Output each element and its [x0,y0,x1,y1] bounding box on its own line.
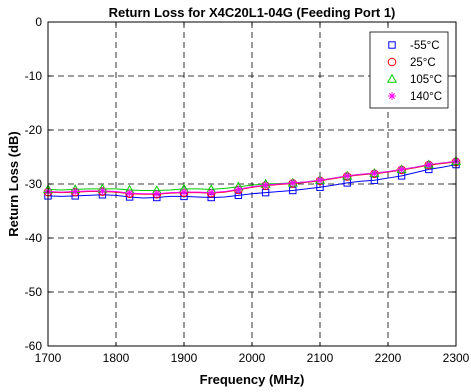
series-4-marker [71,187,79,196]
asterisk-stroke [208,189,215,196]
y-tick-label: -40 [25,231,43,245]
legend-label-4: 140°C [410,91,442,103]
asterisk-stroke [180,189,188,196]
x-tick-label: 2300 [443,351,470,365]
series-4-marker [316,176,324,185]
chart-title: Return Loss for X4C20L1-04G (Feeding Por… [109,5,396,20]
series-4-marker [207,188,215,197]
series-4-marker [370,169,379,177]
series-4-line [47,160,457,195]
asterisk-stroke [126,190,133,197]
series-1-marker [370,176,379,184]
asterisk-stroke [235,186,242,193]
legend-box [369,31,449,109]
series-4-marker [153,189,161,198]
series-4-marker [261,181,270,189]
series-2-line [47,161,457,195]
series-1-marker [343,179,351,187]
legend-label-3: 105°C [410,74,442,86]
series-1-marker [316,183,324,191]
series-4-marker [98,187,107,195]
y-axis-title: Return Loss (dB) [6,131,21,236]
asterisk-stroke [425,161,432,168]
y-tick-label: -10 [25,69,43,83]
asterisk-stroke [72,188,79,195]
tick-layer: 1700 1800 1900 2000 2100 2200 2300 0 -10 -20 -30 -4… [25,15,470,365]
asterisk-stroke [316,177,324,184]
y-tick-label: -60 [25,339,43,353]
legend-marker-4 [388,92,396,100]
asterisk-stroke [262,182,269,189]
x-tick-label: 2000 [239,351,266,365]
legend: -55°C 25°C 105°C 140°C [369,31,449,109]
series-4-marker [234,185,243,194]
asterisk-stroke [388,92,396,100]
x-tick-label: 1900 [171,351,198,365]
series-4-marker [180,188,188,196]
legend-label-2: 25°C [410,57,436,69]
series-4-marker [425,160,433,169]
series-1-line [47,164,457,199]
series-4-marker [343,172,351,180]
asterisk-stroke [153,190,160,197]
asterisk-stroke [398,166,405,173]
legend-label-1: -55°C [410,40,440,52]
x-tick-label: 2100 [307,351,334,365]
legend-marker-2 [387,57,397,67]
x-axis-title: Frequency (MHz) [200,372,305,387]
series-4-marker [289,179,297,187]
asterisk-stroke [344,172,351,179]
series-4-marker [397,165,406,174]
legend-marker-3 [386,73,398,83]
x-tick-label: 1700 [35,351,62,365]
asterisk-stroke [371,170,378,177]
asterisk-stroke [99,188,106,195]
x-tick-label: 2200 [375,351,402,365]
y-tick-label: -20 [25,123,43,137]
series-4-marker [125,189,134,197]
legend-marker-1 [388,41,396,49]
asterisk-stroke [289,179,296,186]
y-tick-label: -50 [25,285,43,299]
x-tick-label: 1800 [103,351,130,365]
y-tick-label: -30 [25,177,43,191]
y-tick-label: 0 [35,15,42,29]
